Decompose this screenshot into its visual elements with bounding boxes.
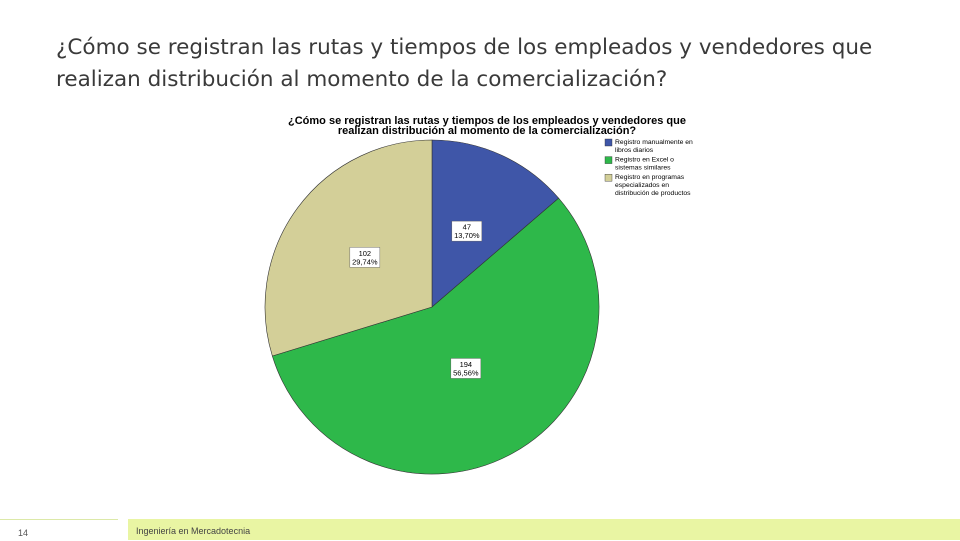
chart-title-line: ¿Cómo se registran las rutas y tiempos d…	[288, 115, 686, 127]
legend-label-2: especializados en	[615, 182, 669, 189]
pie-chart-svg: ¿Cómo se registran las rutas y tiempos d…	[264, 115, 693, 475]
legend-swatch-0	[604, 138, 613, 147]
legend-label-2: Registro en programas	[615, 174, 685, 181]
data-label-box-0	[451, 220, 483, 242]
page-number: 14	[18, 528, 29, 538]
footer-banner: Ingeniería en Mercadotecnia	[128, 519, 960, 540]
data-label-box-2	[349, 247, 381, 268]
footer-bar: 14 Ingeniería en Mercadotecnia	[0, 519, 960, 541]
footer-text: Ingeniería en Mercadotecnia	[136, 526, 251, 536]
data-label-percent-0: 13,70%	[454, 231, 480, 240]
pie-chart: ¿Cómo se registran las rutas y tiempos d…	[262, 110, 712, 478]
legend-label-2: distribución de productos	[615, 190, 691, 197]
data-label-percent-2: 29,74%	[352, 257, 378, 266]
legend-label-1: Registro en Excel o	[615, 157, 674, 164]
data-label-box-1	[450, 358, 482, 379]
chart-title-line: realizan distribución al momento de la c…	[338, 125, 637, 137]
data-label-count-0: 47	[463, 223, 471, 232]
legend-swatch-1	[604, 156, 613, 164]
pie-slice-0	[431, 139, 560, 308]
data-label-count-1: 194	[460, 360, 473, 369]
footer-page-area: 14	[0, 519, 118, 541]
legend-swatch-2	[604, 173, 613, 182]
legend-label-1: sistemas similares	[615, 164, 671, 171]
slide-title: ¿Cómo se registran las rutas y tiempos d…	[56, 35, 873, 92]
data-label-count-2: 102	[359, 249, 372, 258]
pie-slice-1	[271, 197, 600, 475]
legend-label-0: Registro manualmente en	[615, 139, 693, 146]
pie-slices	[264, 139, 600, 475]
chart-title: ¿Cómo se registran las rutas y tiempos d…	[288, 115, 686, 137]
legend-label-0: libros diarios	[615, 147, 654, 154]
pie-slice-2	[264, 139, 433, 357]
data-label-percent-1: 56,56%	[453, 368, 479, 377]
